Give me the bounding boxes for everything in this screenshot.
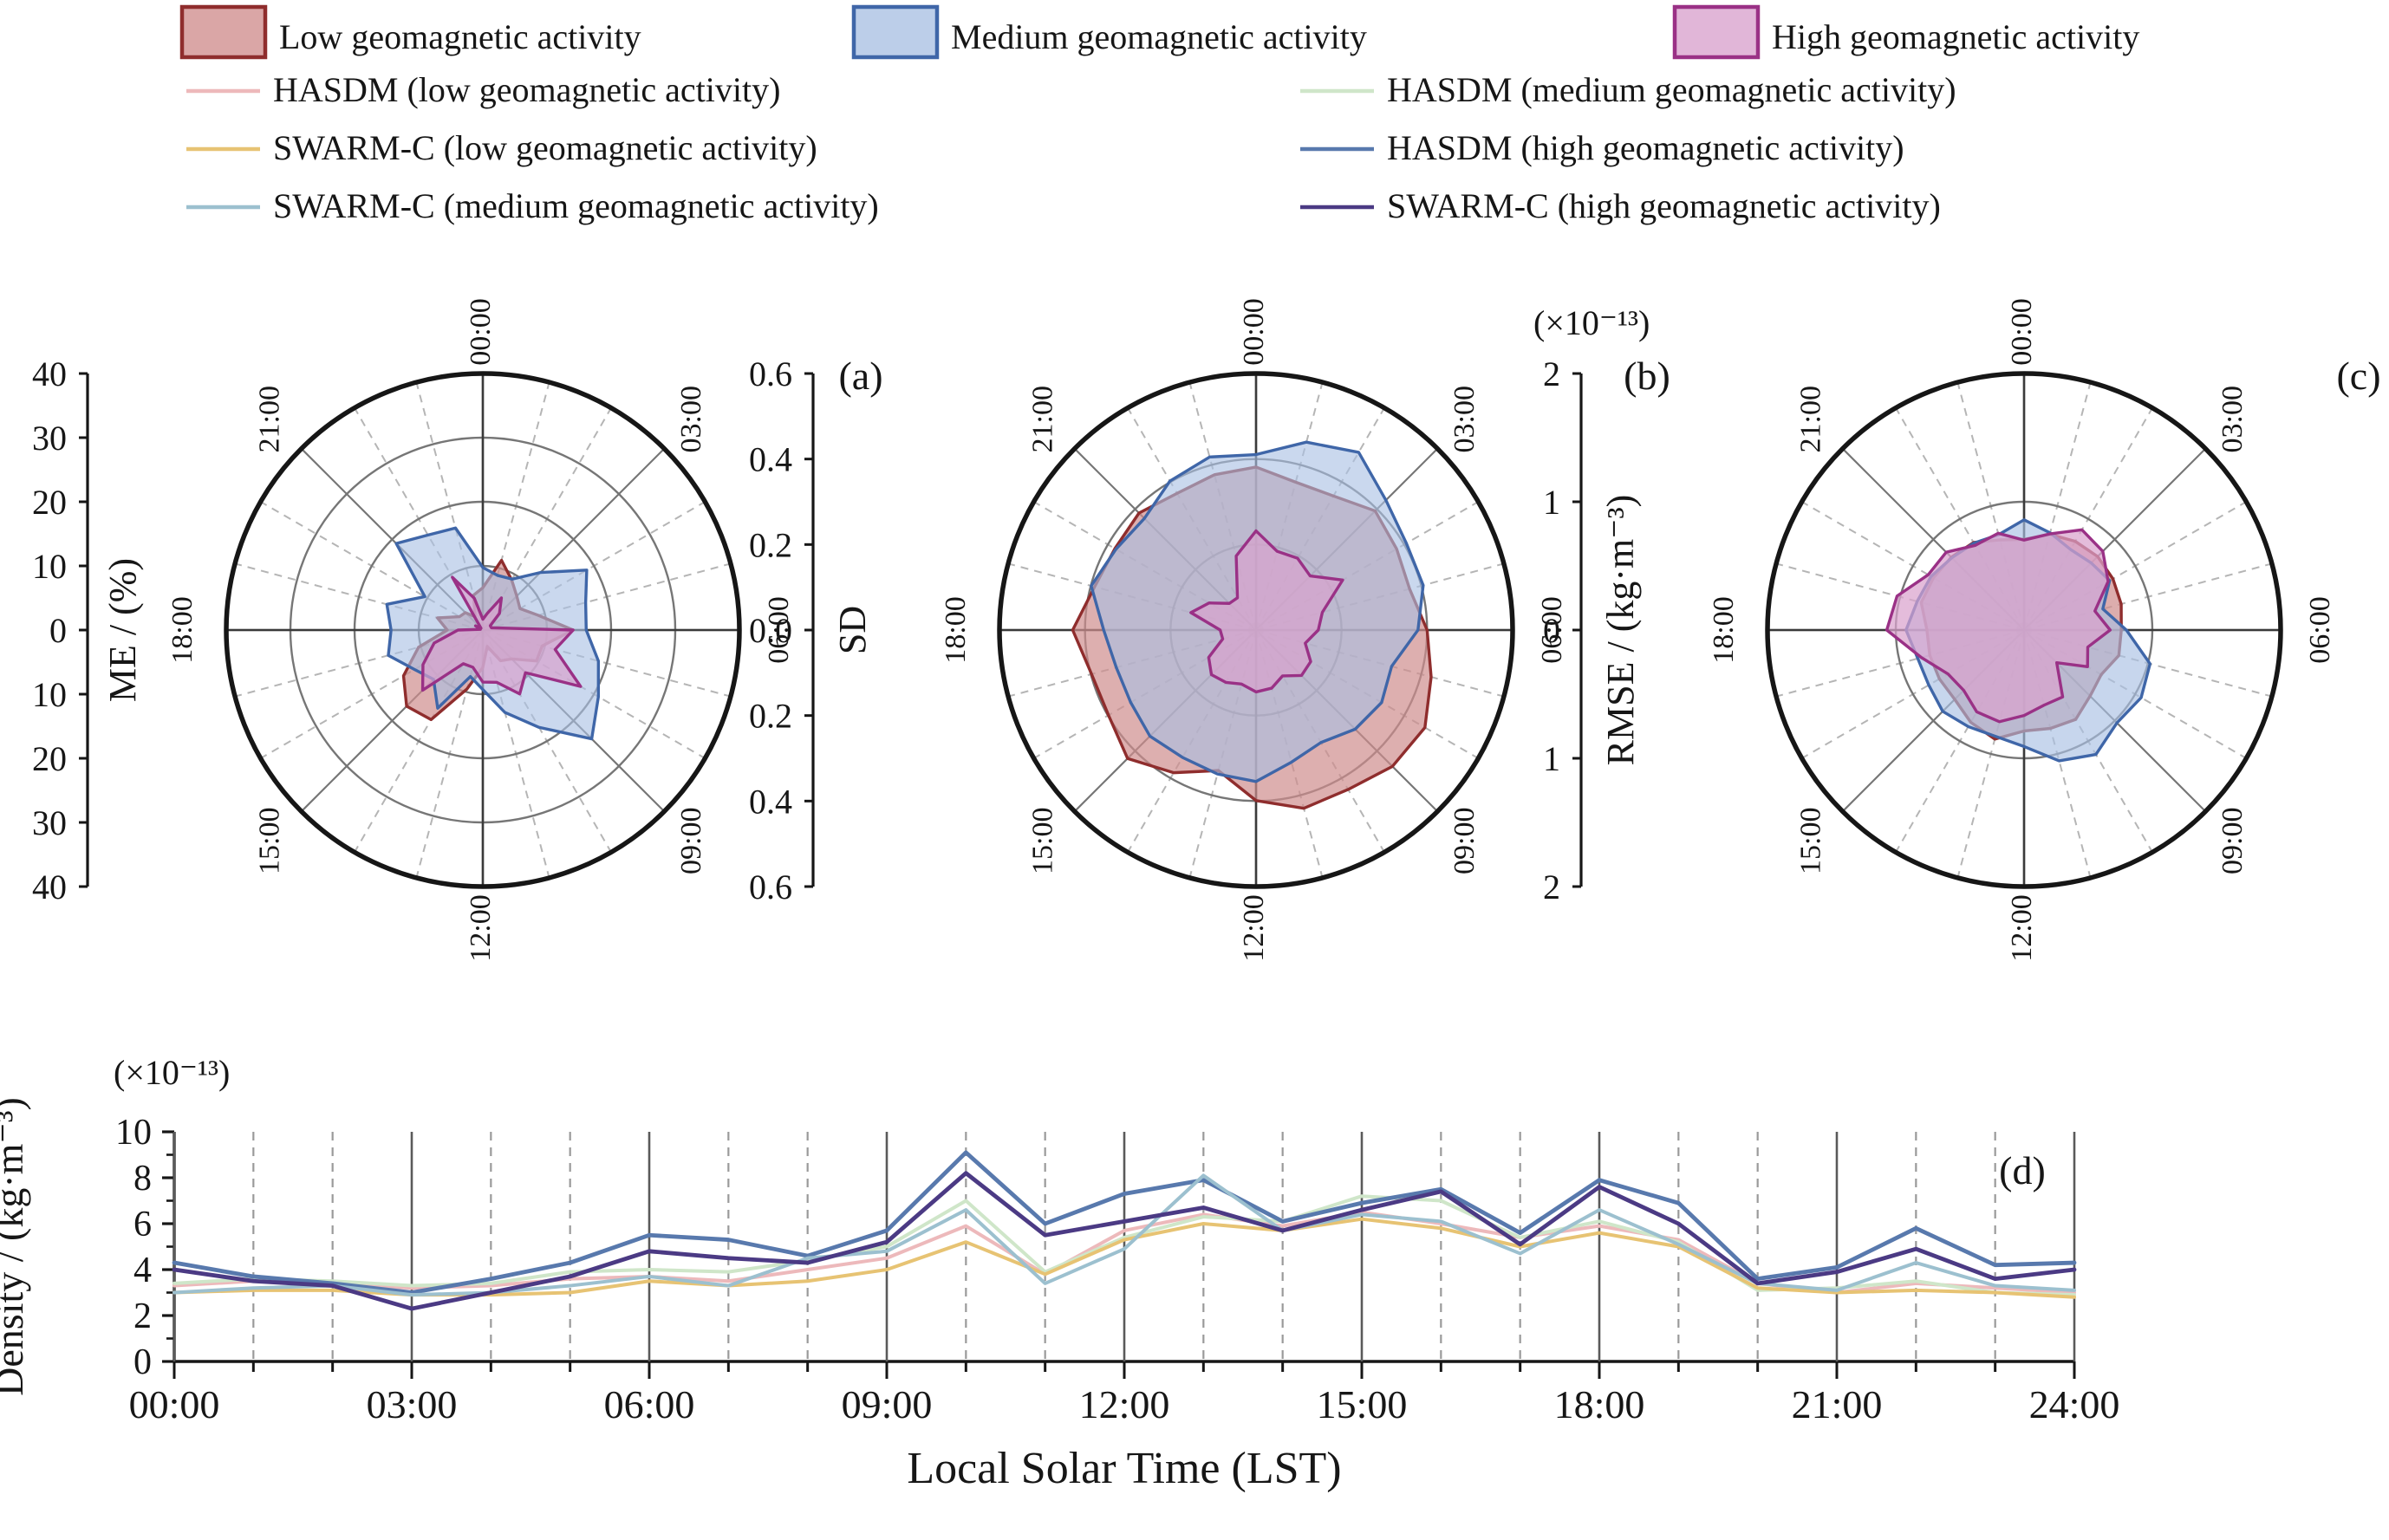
svg-text:2: 2	[1543, 867, 1560, 906]
svg-text:20: 20	[32, 739, 67, 778]
svg-text:24:00: 24:00	[2029, 1382, 2120, 1426]
svg-text:18:00: 18:00	[1554, 1382, 1645, 1426]
svg-text:00:00: 00:00	[1238, 298, 1270, 365]
svg-text:03:00: 03:00	[1448, 386, 1481, 452]
svg-text:09:00: 09:00	[2216, 808, 2249, 874]
svg-text:21:00: 21:00	[1027, 386, 1059, 452]
svg-text:0: 0	[49, 611, 67, 650]
svg-text:HASDM (high geomagnetic activi: HASDM (high geomagnetic activity)	[1387, 128, 1904, 167]
svg-text:1: 1	[1543, 739, 1560, 778]
svg-text:High geomagnetic activity: High geomagnetic activity	[1772, 17, 2139, 56]
svg-text:(×10⁻¹³): (×10⁻¹³)	[114, 1053, 230, 1092]
svg-text:15:00: 15:00	[254, 808, 286, 874]
svg-text:40: 40	[32, 354, 67, 393]
svg-text:HASDM (low geomagnetic activit: HASDM (low geomagnetic activity)	[273, 70, 780, 109]
svg-text:00:00: 00:00	[2006, 298, 2038, 365]
svg-text:21:00: 21:00	[254, 386, 286, 452]
svg-text:21:00: 21:00	[1795, 386, 1827, 452]
svg-text:(c): (c)	[2336, 354, 2380, 398]
svg-text:10: 10	[115, 1113, 152, 1153]
svg-text:RMSE / (kg·m⁻³): RMSE / (kg·m⁻³)	[1599, 495, 1642, 766]
svg-text:03:00: 03:00	[675, 386, 707, 452]
svg-text:SWARM-C (high geomagnetic acti: SWARM-C (high geomagnetic activity)	[1387, 186, 1941, 225]
svg-text:12:00: 12:00	[1079, 1382, 1170, 1426]
svg-text:Medium geomagnetic activity: Medium geomagnetic activity	[951, 17, 1367, 56]
svg-text:1: 1	[1543, 483, 1560, 522]
svg-text:(a): (a)	[838, 354, 882, 398]
svg-text:21:00: 21:00	[1792, 1382, 1883, 1426]
svg-text:18:00: 18:00	[166, 596, 199, 663]
svg-text:12:00: 12:00	[1238, 894, 1270, 961]
svg-text:00:00: 00:00	[465, 298, 497, 365]
svg-text:(b): (b)	[1624, 354, 1670, 398]
svg-text:10: 10	[32, 675, 67, 714]
svg-text:0.6: 0.6	[749, 354, 792, 393]
svg-text:(d): (d)	[1999, 1148, 2046, 1192]
svg-text:10: 10	[32, 547, 67, 586]
svg-text:30: 30	[32, 803, 67, 842]
svg-text:0.0: 0.0	[749, 611, 792, 650]
svg-text:06:00: 06:00	[2304, 596, 2336, 663]
svg-text:12:00: 12:00	[2006, 894, 2038, 961]
svg-text:0.4: 0.4	[749, 782, 792, 821]
svg-text:09:00: 09:00	[842, 1382, 933, 1426]
svg-text:15:00: 15:00	[1795, 808, 1827, 874]
svg-text:2: 2	[133, 1296, 152, 1336]
svg-text:03:00: 03:00	[367, 1382, 458, 1426]
svg-text:15:00: 15:00	[1317, 1382, 1408, 1426]
svg-text:Low geomagnetic activity: Low geomagnetic activity	[279, 17, 641, 56]
svg-text:03:00: 03:00	[2216, 386, 2249, 452]
svg-text:0: 0	[133, 1342, 152, 1382]
svg-text:Density / (kg·m⁻³): Density / (kg·m⁻³)	[0, 1097, 31, 1396]
svg-text:09:00: 09:00	[675, 808, 707, 874]
svg-text:SD: SD	[831, 606, 874, 654]
svg-text:ME / (%): ME / (%)	[101, 558, 144, 702]
svg-text:09:00: 09:00	[1448, 808, 1481, 874]
svg-text:40: 40	[32, 867, 67, 906]
svg-text:20: 20	[32, 483, 67, 522]
svg-text:HASDM (medium geomagnetic acti: HASDM (medium geomagnetic activity)	[1387, 70, 1956, 109]
svg-text:2: 2	[1543, 354, 1560, 393]
svg-text:Local Solar Time (LST): Local Solar Time (LST)	[907, 1444, 1341, 1493]
svg-text:0.2: 0.2	[749, 697, 792, 736]
svg-text:0: 0	[1543, 611, 1560, 650]
svg-text:(×10⁻¹³): (×10⁻¹³)	[1533, 303, 1650, 342]
svg-text:18:00: 18:00	[1708, 596, 1740, 663]
svg-text:18:00: 18:00	[940, 596, 972, 663]
svg-text:SWARM-C (low geomagnetic activ: SWARM-C (low geomagnetic activity)	[273, 128, 817, 167]
svg-text:30: 30	[32, 419, 67, 458]
svg-text:4: 4	[133, 1251, 152, 1290]
svg-text:0.6: 0.6	[749, 867, 792, 906]
svg-text:8: 8	[133, 1159, 152, 1199]
svg-text:0.4: 0.4	[749, 440, 792, 479]
svg-text:6: 6	[133, 1205, 152, 1244]
svg-text:SWARM-C (medium geomagnetic ac: SWARM-C (medium geomagnetic activity)	[273, 186, 879, 225]
svg-text:00:00: 00:00	[129, 1382, 220, 1426]
svg-text:15:00: 15:00	[1027, 808, 1059, 874]
svg-text:12:00: 12:00	[465, 894, 497, 961]
svg-text:0.2: 0.2	[749, 525, 792, 564]
svg-text:06:00: 06:00	[604, 1382, 695, 1426]
